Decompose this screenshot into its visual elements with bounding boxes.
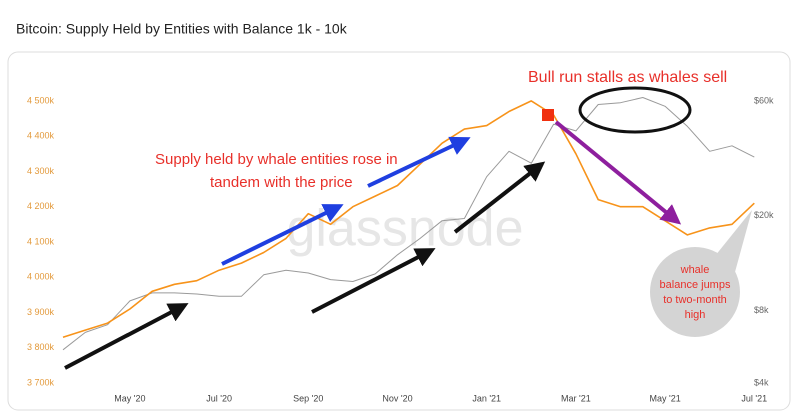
chart-panel — [7, 51, 791, 411]
y-tick-label: 4 200k — [27, 201, 55, 211]
bubble-tail — [715, 210, 752, 272]
y-tick-label: 4 100k — [27, 236, 55, 246]
arrow — [367, 136, 471, 188]
series-line — [62, 97, 755, 351]
y-tick-label: 3 700k — [27, 377, 55, 387]
annotation: Bull run stalls as whales sell — [528, 69, 727, 86]
arrow — [554, 120, 682, 225]
y-tick-label: 4 000k — [27, 272, 55, 282]
y2-tick-label: $60k — [754, 95, 774, 105]
x-tick-label: Jul '20 — [206, 393, 232, 403]
highlight-ellipse — [578, 86, 692, 134]
y-tick-label: 4 500k — [27, 95, 55, 105]
x-tick-label: Jan '21 — [472, 393, 501, 403]
annotation: to two-month — [663, 294, 727, 306]
annotation: Supply held by whale entities rose in — [155, 151, 398, 168]
x-tick-label: Mar '21 — [561, 393, 591, 403]
y2-tick-label: $8k — [754, 305, 769, 315]
arrow — [221, 204, 344, 266]
y-tick-label: 4 300k — [27, 166, 55, 176]
arrow — [64, 303, 189, 370]
y2-tick-label: $4k — [754, 377, 769, 387]
chart-title: Bitcoin: Supply Held by Entities with Ba… — [16, 21, 348, 37]
y2-tick-label: $20k — [754, 210, 774, 220]
annotation-shapes — [64, 86, 752, 370]
bubble — [650, 247, 740, 337]
x-tick-label: Nov '20 — [382, 393, 412, 403]
annotation: high — [685, 309, 706, 321]
annotation: tandem with the price — [210, 174, 353, 191]
x-tick-label: Sep '20 — [293, 393, 323, 403]
marker-square — [542, 109, 554, 121]
y-tick-label: 4 400k — [27, 131, 55, 141]
arrow — [453, 161, 546, 234]
x-tick-label: Jul '21 — [741, 393, 767, 403]
x-tick-label: May '20 — [114, 393, 145, 403]
y-tick-label: 3 800k — [27, 342, 55, 352]
arrow — [311, 248, 436, 314]
y-tick-label: 3 900k — [27, 307, 55, 317]
annotation: whale — [680, 264, 710, 276]
series-line — [62, 100, 755, 338]
annotation: balance jumps — [660, 279, 731, 291]
x-tick-label: May '21 — [649, 393, 680, 403]
